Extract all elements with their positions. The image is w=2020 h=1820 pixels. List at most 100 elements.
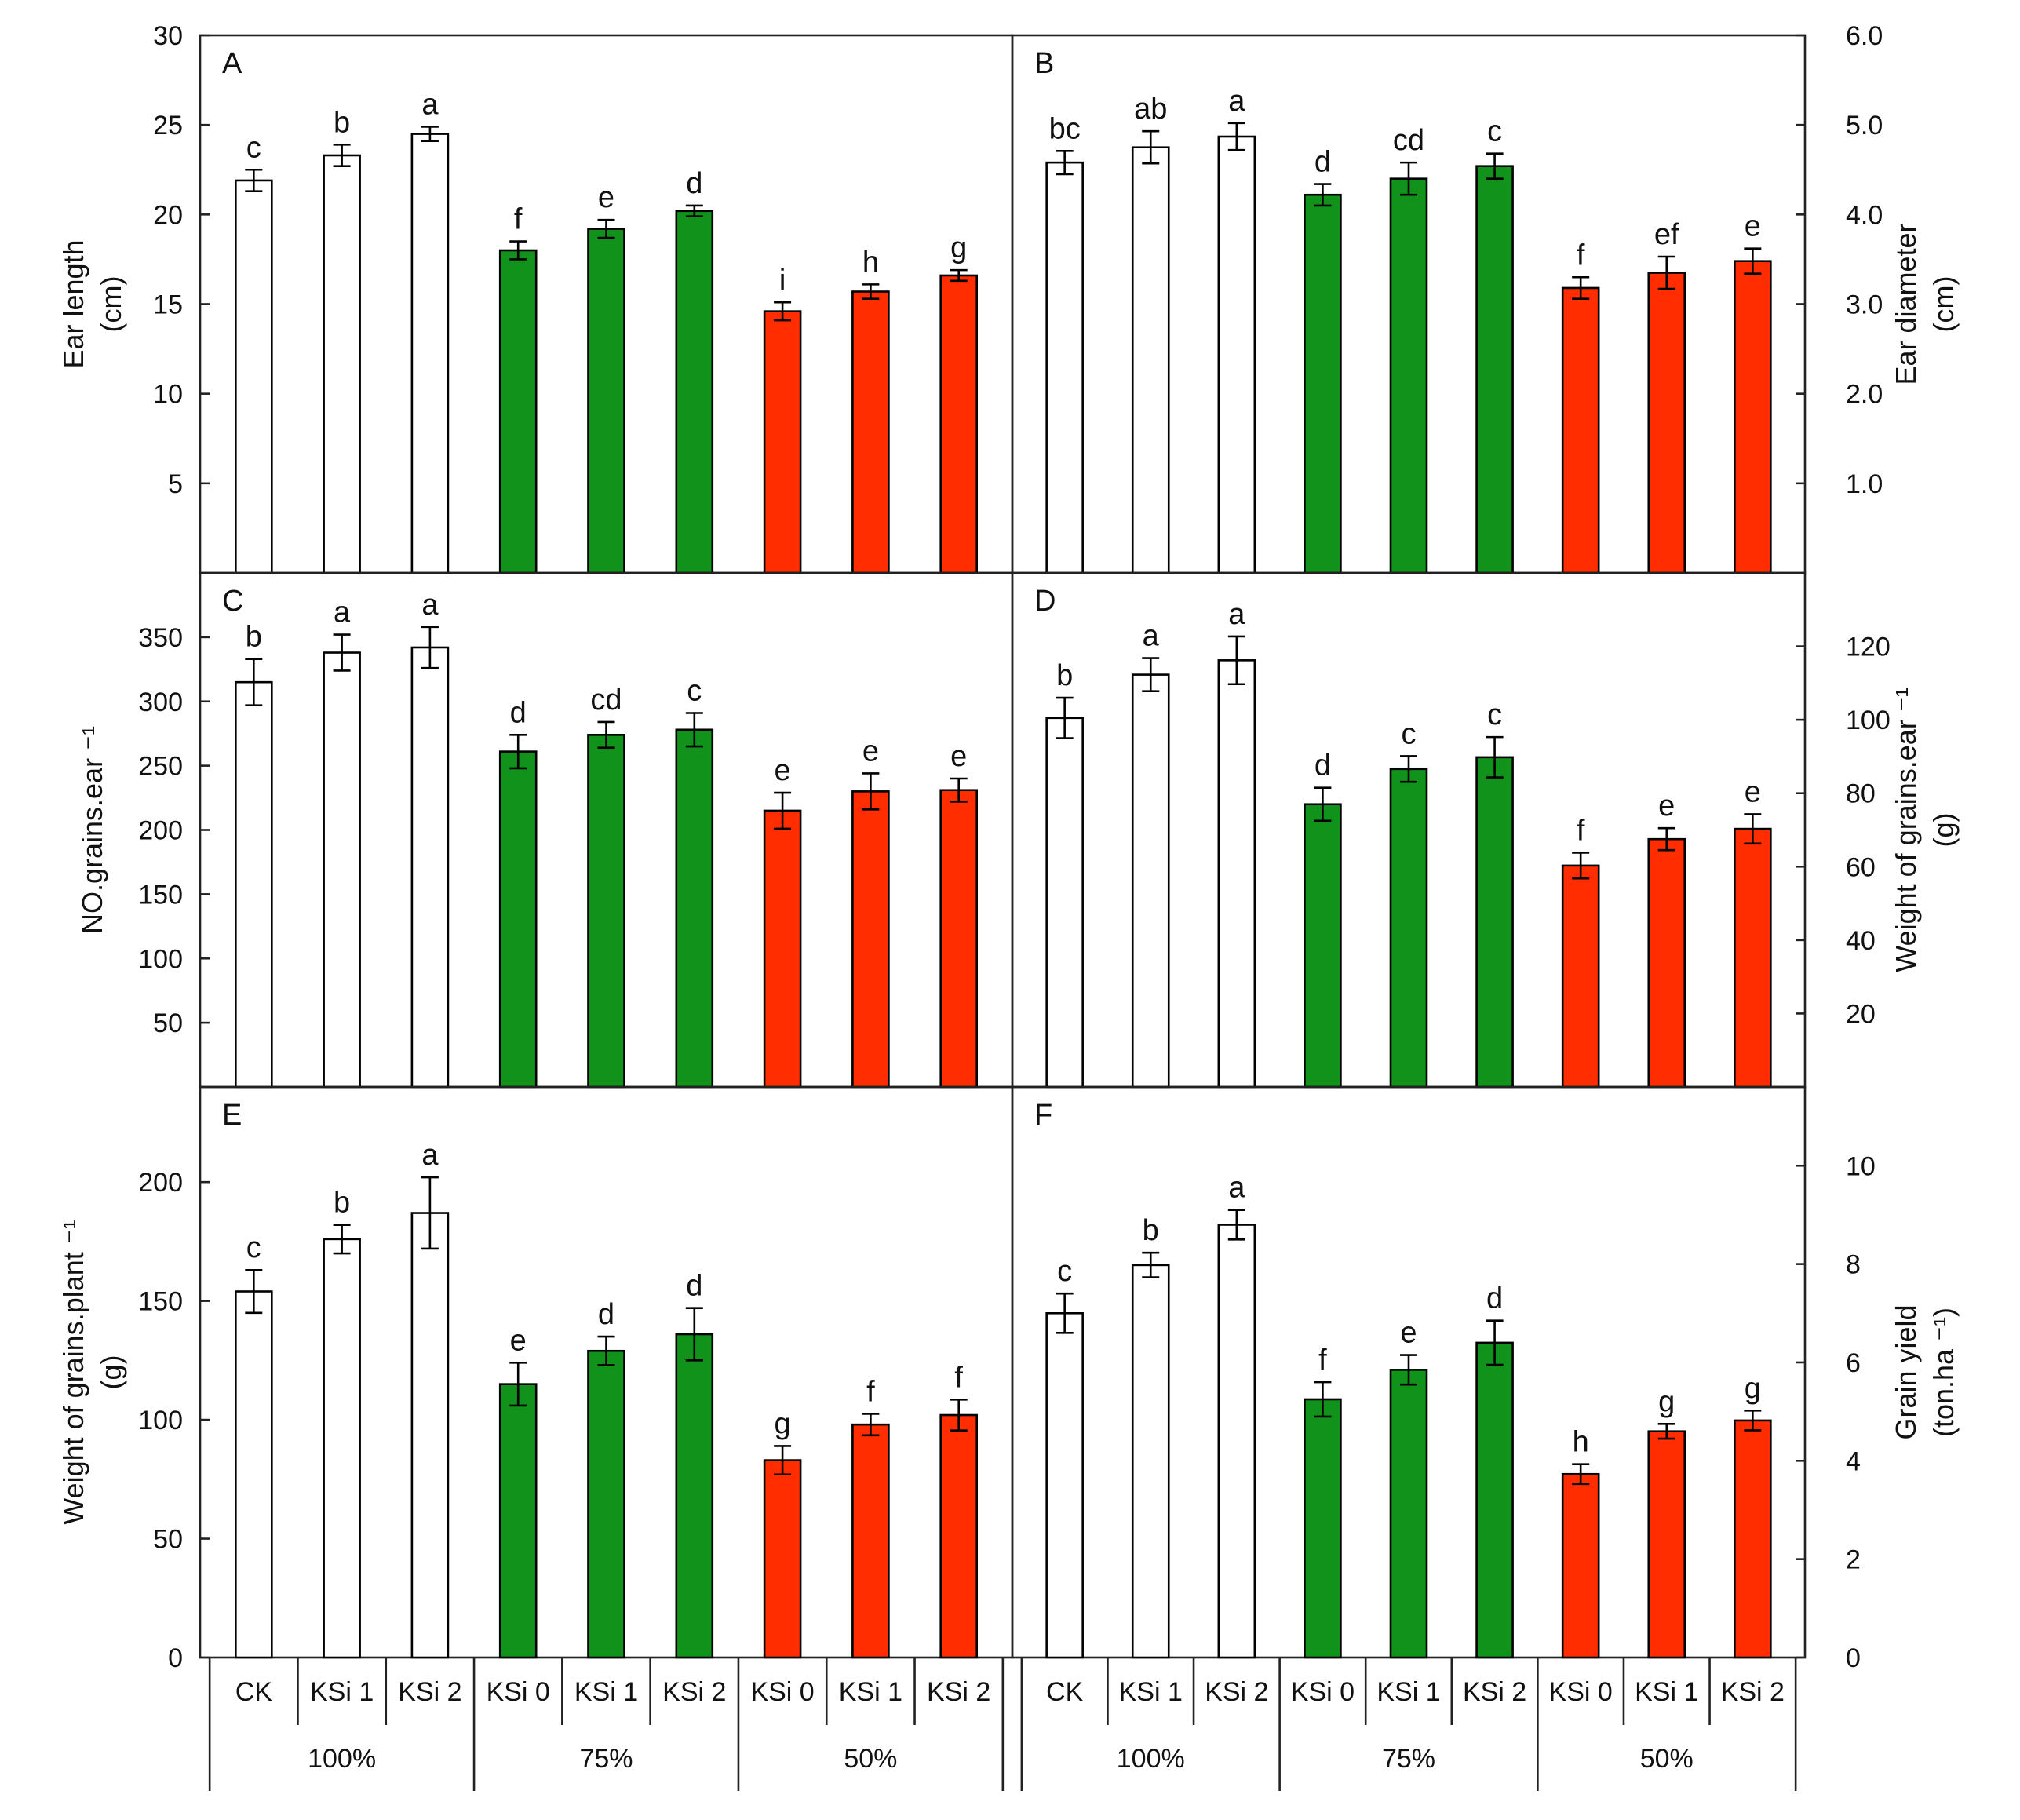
significance-letter: e (950, 740, 967, 773)
x-tick-label: KSi 1 (1119, 1677, 1183, 1707)
x-tick-label: KSi 2 (662, 1677, 726, 1707)
significance-letter: a (421, 88, 439, 121)
bar (1734, 827, 1772, 1089)
bar (1647, 272, 1686, 574)
significance-letter: a (334, 596, 351, 629)
panel-label: D (1034, 585, 1056, 618)
panel-label: C (222, 585, 243, 618)
bar (939, 1413, 978, 1659)
x-tick-label: KSi 2 (398, 1677, 461, 1707)
y-tick-label: 200 (138, 816, 183, 846)
bar (1389, 768, 1428, 1089)
bar (323, 1238, 361, 1659)
significance-letter: b (334, 106, 350, 139)
y-tick-label: 100 (138, 1406, 183, 1435)
y-tick-label: 1.0 (1846, 469, 1883, 499)
bar (498, 249, 538, 574)
y-axis-label: Grain yield (1890, 1304, 1922, 1439)
bar (763, 809, 802, 1089)
y-tick-label: 3.0 (1846, 290, 1883, 320)
y-tick-label: 10 (1846, 1151, 1876, 1181)
group-label: 75% (1382, 1744, 1435, 1774)
significance-letter: e (1745, 775, 1761, 808)
bar (498, 750, 538, 1089)
bar (1217, 659, 1256, 1089)
x-tick-label: KSi 1 (574, 1677, 638, 1707)
significance-letter: d (1486, 1282, 1503, 1315)
significance-letter: a (1228, 1172, 1245, 1205)
bar (851, 290, 890, 574)
y-tick-label: 25 (153, 111, 183, 140)
significance-letter: a (421, 1139, 439, 1172)
panel-label: E (222, 1099, 242, 1132)
significance-letter: h (862, 246, 879, 279)
bar (1734, 1419, 1772, 1659)
bar (1734, 260, 1772, 574)
bar (1475, 756, 1514, 1089)
y-tick-label: 6 (1846, 1348, 1861, 1378)
significance-letter: f (866, 1376, 875, 1409)
y-tick-label: 6.0 (1846, 21, 1883, 51)
x-tick-label: KSi 0 (487, 1677, 550, 1707)
group-label: 75% (579, 1744, 633, 1774)
significance-letter: a (421, 589, 439, 622)
bar (410, 1212, 450, 1659)
significance-letter: g (775, 1407, 791, 1440)
bar (1389, 177, 1428, 574)
x-tick-label: KSi 0 (1291, 1677, 1355, 1707)
bar (587, 734, 625, 1089)
y-tick-label: 50 (153, 1008, 183, 1038)
significance-letter: e (775, 754, 791, 787)
x-tick-label: KSi 1 (310, 1677, 374, 1707)
significance-letter: f (1577, 815, 1585, 848)
significance-letter: f (514, 203, 523, 236)
x-tick-label: CK (1046, 1677, 1084, 1707)
significance-letter: d (686, 1270, 702, 1303)
y-tick-label: 0 (1846, 1643, 1861, 1673)
y-tick-label: 100 (138, 944, 183, 974)
y-tick-label: 2.0 (1846, 380, 1883, 410)
significance-letter: e (1400, 1317, 1417, 1350)
group-label: 100% (1117, 1744, 1185, 1774)
bar (323, 154, 361, 574)
bar (235, 680, 273, 1089)
y-tick-label: 150 (138, 1287, 183, 1317)
y-tick-label: 250 (138, 752, 183, 782)
significance-letter: e (510, 1324, 527, 1357)
y-tick-label: 8 (1846, 1250, 1861, 1280)
y-tick-label: 0 (168, 1643, 183, 1673)
significance-letter: a (1228, 598, 1245, 631)
significance-letter: b (1056, 659, 1073, 692)
significance-letter: cd (590, 684, 622, 717)
significance-letter: c (1402, 717, 1417, 750)
significance-letter: c (1487, 698, 1502, 731)
x-tick-label: KSi 2 (927, 1677, 990, 1707)
bar (675, 210, 714, 574)
panel-b: B 1.0 2.0 3.0 4.0 5.0 6.0 Ear diameter (cm) bc ab a… (1011, 21, 1960, 574)
x-tick-label: CK (235, 1677, 273, 1707)
bar (1217, 135, 1256, 574)
bar (410, 646, 450, 1089)
x-tick-label: KSi 2 (1463, 1677, 1526, 1707)
panel-label: A (222, 47, 242, 80)
y-tick-label: 60 (1846, 852, 1876, 882)
bar (1561, 864, 1600, 1089)
panel-a: A 5 10 15 20 25 30 Ear length (cm) c b a f e d i h g (57, 21, 1014, 574)
y-tick-label: 5 (168, 469, 183, 499)
y-tick-label: 2 (1846, 1545, 1861, 1575)
y-tick-label: 300 (138, 688, 183, 717)
y-tick-label: 4 (1846, 1446, 1861, 1476)
significance-letter: a (1228, 85, 1245, 118)
bar (1217, 1224, 1256, 1659)
x-tick-label: KSi 1 (1635, 1677, 1698, 1707)
bar (1304, 1398, 1342, 1659)
bar (1131, 146, 1170, 574)
bar (587, 1349, 625, 1659)
significance-letter: f (1318, 1344, 1327, 1377)
y-tick-label: 20 (1846, 999, 1876, 1029)
bar (675, 1333, 714, 1659)
y-axis-label: Weight of grains.plant ⁻¹ (57, 1220, 89, 1525)
significance-letter: b (246, 621, 262, 654)
significance-letter: g (1658, 1385, 1675, 1418)
significance-letter: e (598, 181, 614, 214)
